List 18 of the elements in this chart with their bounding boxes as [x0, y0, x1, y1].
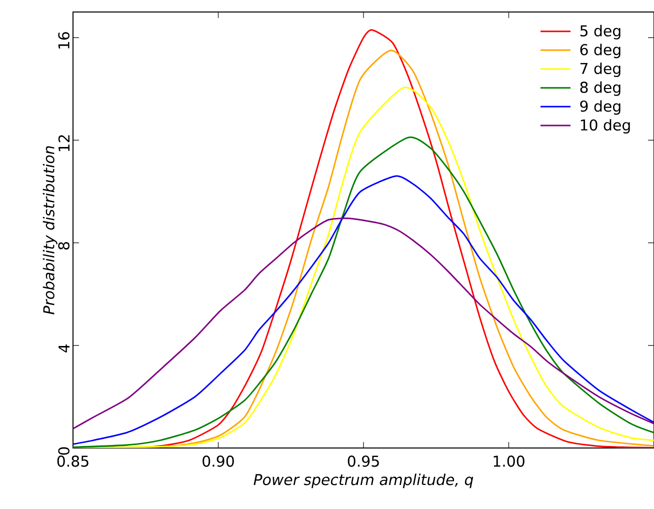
y-tick-label: 12 [58, 135, 70, 152]
line-series [73, 218, 654, 430]
y-tick-label: 4 [58, 344, 70, 352]
legend-label: 6 deg [580, 44, 620, 58]
legend-label: 5 deg [580, 24, 620, 40]
y-axis-title: Probability distribution [42, 146, 58, 314]
y-tick-label: 0 [58, 447, 70, 455]
x-tick-label: 0.85 [57, 456, 88, 467]
legend-label: 10 deg [580, 119, 630, 134]
legend-label: 9 deg [580, 100, 620, 115]
x-axis-title: Power spectrum amplitude, q [254, 474, 474, 488]
x-tick-label: 0.90 [202, 456, 234, 467]
legend-label: 7 deg [580, 62, 620, 78]
legend-label: 8 deg [580, 81, 620, 96]
x-tick-label: 1.00 [494, 456, 524, 467]
x-tick-label: 0.95 [348, 456, 379, 467]
y-tick-label: 16 [58, 32, 70, 49]
y-tick-label: 8 [58, 242, 70, 250]
